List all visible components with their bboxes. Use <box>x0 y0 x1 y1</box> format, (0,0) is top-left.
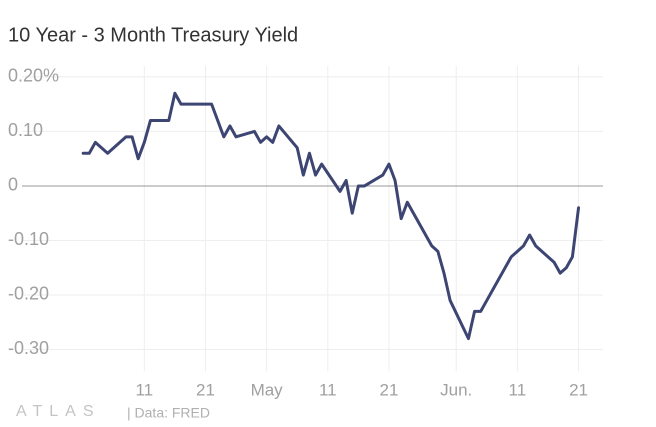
x-tick-label: 11 <box>135 380 153 399</box>
chart-title: 10 Year - 3 Month Treasury Yield <box>8 24 298 46</box>
y-tick-label: -0.30 <box>8 338 49 358</box>
x-tick-label: 21 <box>196 380 215 399</box>
y-tick-label: 0.20% <box>8 66 59 86</box>
y-tick-label: -0.20 <box>8 284 49 304</box>
x-tick-label: Jun. <box>440 380 472 399</box>
y-tick-label: 0 <box>8 175 18 195</box>
x-tick-label: May <box>251 380 284 399</box>
y-tick-label: 0.10 <box>8 120 43 140</box>
x-tick-label: 21 <box>379 380 398 399</box>
source: | Data: FRED <box>127 405 210 421</box>
x-tick-label: 21 <box>569 380 588 399</box>
y-tick-label: -0.10 <box>8 229 49 249</box>
x-tick-label: 11 <box>509 380 527 399</box>
line <box>81 91 581 341</box>
logo: ATLAS <box>16 403 101 420</box>
x-tick-label: 11 <box>319 380 337 399</box>
